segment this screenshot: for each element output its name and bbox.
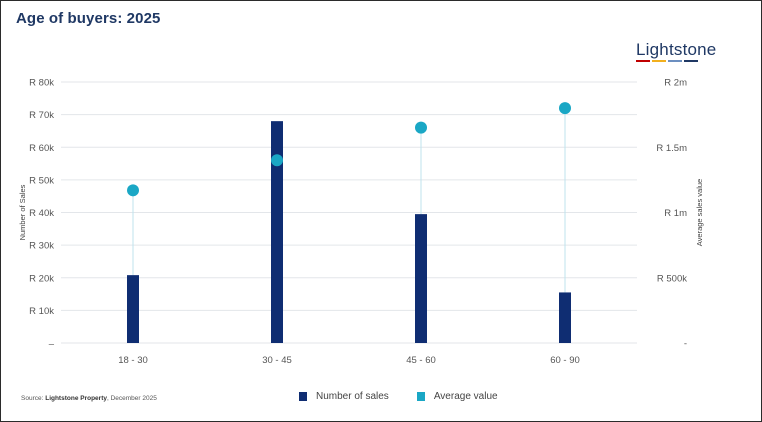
y2-tick-label: R 500k [657, 273, 687, 284]
logo-bar-segment [652, 60, 666, 62]
legend-item-number-of-sales: Number of sales [299, 391, 389, 402]
logo-text: Lightstone [636, 40, 717, 59]
source-note: Source: Lightstone Property, December 20… [21, 395, 157, 402]
point-18-30 [127, 184, 139, 197]
y-tick-label: R 50k [29, 175, 54, 186]
x-tick-label: 30 - 45 [262, 355, 292, 366]
source-suffix: , December 2025 [106, 395, 157, 402]
legend-swatch [299, 392, 307, 401]
point-60-90 [559, 102, 571, 115]
bar-45-60 [415, 214, 427, 343]
source-prefix: Source: [21, 395, 46, 402]
lightstone-logo: Lightstone [636, 41, 716, 62]
point-30-45 [271, 154, 283, 167]
y2-tick-label: R 2m [664, 78, 687, 89]
bar-60-90 [559, 292, 571, 343]
y2-tick-label: R 1m [664, 208, 687, 219]
x-tick-label: 18 - 30 [118, 355, 148, 366]
logo-bar-segment [684, 60, 698, 62]
legend-item-average-value: Average value [416, 391, 498, 402]
y-tick-label: R 40k [29, 208, 54, 219]
legend-label: Average value [433, 391, 498, 402]
x-tick-label: 60 - 90 [550, 355, 580, 366]
y-tick-label: – [49, 339, 55, 350]
legend-label: Number of sales [316, 391, 389, 402]
chart-legend: Number of sales Average value [299, 391, 526, 402]
bar-18-30 [127, 275, 139, 343]
y-tick-label: R 60k [29, 143, 54, 154]
y-axis-title: Number of Sales [18, 184, 27, 240]
y-tick-label: R 30k [29, 241, 54, 252]
y2-tick-label: R 1.5m [656, 143, 687, 154]
point-45-60 [415, 121, 427, 134]
bar-30-45 [271, 121, 283, 344]
legend-swatch [416, 392, 425, 401]
logo-bar-segment [668, 60, 682, 62]
logo-bar-segment [636, 60, 650, 62]
logo-color-bar [636, 60, 716, 62]
y-tick-label: R 70k [29, 110, 54, 121]
y-tick-label: R 20k [29, 273, 54, 284]
source-name: Lightstone Property [45, 395, 107, 402]
x-tick-label: 45 - 60 [406, 355, 436, 366]
y2-axis-title: Average sales value [695, 179, 704, 246]
y-tick-label: R 80k [29, 78, 54, 89]
y-tick-label: R 10k [29, 306, 54, 317]
y2-tick-label: - [684, 339, 687, 350]
page-title: Age of buyers: 2025 [16, 10, 161, 27]
